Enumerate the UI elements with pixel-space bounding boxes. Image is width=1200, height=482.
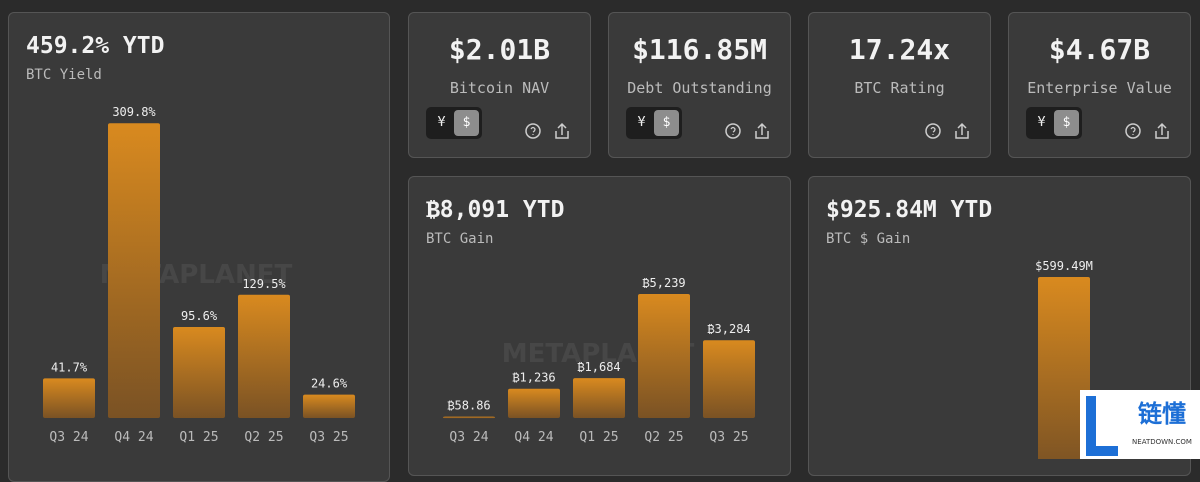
kpi-label: BTC Rating <box>854 79 945 97</box>
chart-title: 459.2% YTD <box>26 33 165 59</box>
share-icon[interactable] <box>1155 122 1169 139</box>
badge-logo: 链懂 NEATDOWN.COM <box>1086 396 1192 456</box>
kpi-card: $2.01B Bitcoin NAV ¥ $ <box>408 12 591 158</box>
kpi-card: $4.67B Enterprise Value ¥ $ <box>1008 12 1191 158</box>
chart-title: $925.84M YTD <box>826 197 993 223</box>
card-icons <box>924 121 974 145</box>
kpi-label: Bitcoin NAV <box>449 79 550 97</box>
chart-title: ₿8,091 YTD <box>426 197 565 223</box>
share-icon[interactable] <box>755 122 769 139</box>
kpi-card: 17.24x BTC Rating <box>808 12 991 158</box>
help-icon[interactable] <box>1125 123 1141 139</box>
card-actions <box>925 122 969 139</box>
card-actions <box>725 122 769 139</box>
help-icon[interactable] <box>925 123 941 139</box>
card-icons <box>1124 121 1174 145</box>
share-icon[interactable] <box>955 122 969 139</box>
kpi-label: Debt Outstanding <box>627 79 772 97</box>
help-glyph <box>530 126 536 135</box>
card-actions <box>525 122 569 139</box>
help-glyph <box>1130 126 1136 135</box>
card-icons <box>724 121 774 145</box>
card-actions <box>1125 122 1169 139</box>
chart-subtitle: BTC $ Gain <box>826 231 911 247</box>
help-icon[interactable] <box>525 123 541 139</box>
kpi-value: 17.24x <box>848 33 951 66</box>
chart-subtitle: BTC Yield <box>26 67 102 83</box>
toggle-option[interactable]: ¥ <box>1037 115 1046 130</box>
currency-toggle: ¥ $ <box>626 107 682 139</box>
kpi-label: Enterprise Value <box>1027 79 1172 97</box>
toggle-option[interactable]: $ <box>1054 110 1079 136</box>
site-badge: 链懂 NEATDOWN.COM <box>1080 390 1200 459</box>
kpi-value: $2.01B <box>448 33 551 66</box>
toggle-option[interactable]: $ <box>654 110 679 136</box>
toggle-option[interactable]: ¥ <box>437 115 446 130</box>
help-glyph <box>730 126 736 135</box>
kpi-value: $116.85M <box>632 33 767 66</box>
toggle-option[interactable]: $ <box>454 110 479 136</box>
help-icon[interactable] <box>725 123 741 139</box>
currency-toggle: ¥ $ <box>1026 107 1082 139</box>
currency-toggle: ¥ $ <box>426 107 482 139</box>
card-icons <box>524 121 574 145</box>
share-icon[interactable] <box>555 122 569 139</box>
chart-subtitle: BTC Gain <box>426 231 494 247</box>
toggle-option[interactable]: ¥ <box>637 115 646 130</box>
help-glyph <box>930 126 936 135</box>
kpi-value: $4.67B <box>1048 33 1151 66</box>
badge-subtitle: NEATDOWN.COM <box>1132 438 1192 446</box>
chart-panel: 459.2% YTD BTC Yield <box>8 12 390 482</box>
kpi-card: $116.85M Debt Outstanding ¥ $ <box>608 12 791 158</box>
chart-panel: ₿8,091 YTD BTC Gain <box>408 176 791 476</box>
badge-title: 链懂 <box>1138 400 1186 428</box>
